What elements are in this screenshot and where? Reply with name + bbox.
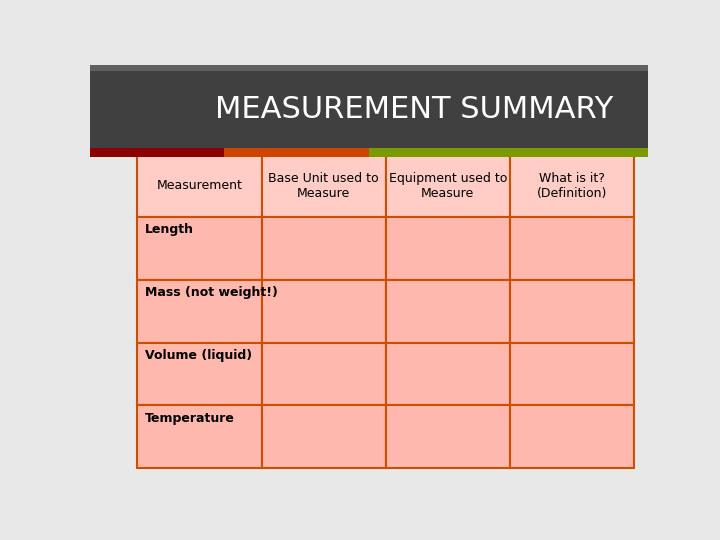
- Text: Measurement: Measurement: [156, 179, 243, 192]
- Bar: [224, 148, 369, 157]
- Bar: [261, 154, 386, 217]
- Text: Mass (not weight!): Mass (not weight!): [145, 286, 278, 299]
- Bar: [90, 148, 224, 157]
- Bar: [138, 280, 261, 342]
- Bar: [386, 406, 510, 468]
- Bar: [138, 406, 261, 468]
- Text: Volume (liquid): Volume (liquid): [145, 349, 252, 362]
- Bar: [261, 406, 386, 468]
- Text: MEASUREMENT SUMMARY: MEASUREMENT SUMMARY: [215, 95, 613, 124]
- Bar: [138, 342, 261, 406]
- Bar: [510, 342, 634, 406]
- Text: Length: Length: [145, 223, 194, 236]
- Bar: [386, 217, 510, 280]
- Text: Equipment used to
Measure: Equipment used to Measure: [389, 172, 507, 200]
- Bar: [386, 342, 510, 406]
- Text: What is it?
(Definition): What is it? (Definition): [537, 172, 607, 200]
- Bar: [510, 217, 634, 280]
- Bar: [261, 217, 386, 280]
- Bar: [90, 71, 648, 148]
- Text: Temperature: Temperature: [145, 411, 235, 424]
- Bar: [138, 217, 261, 280]
- Bar: [510, 154, 634, 217]
- Bar: [386, 154, 510, 217]
- Bar: [510, 280, 634, 342]
- Bar: [90, 65, 648, 71]
- Text: Base Unit used to
Measure: Base Unit used to Measure: [269, 172, 379, 200]
- Bar: [261, 342, 386, 406]
- Bar: [261, 280, 386, 342]
- Bar: [138, 154, 261, 217]
- Bar: [510, 406, 634, 468]
- Bar: [369, 148, 648, 157]
- Bar: [386, 280, 510, 342]
